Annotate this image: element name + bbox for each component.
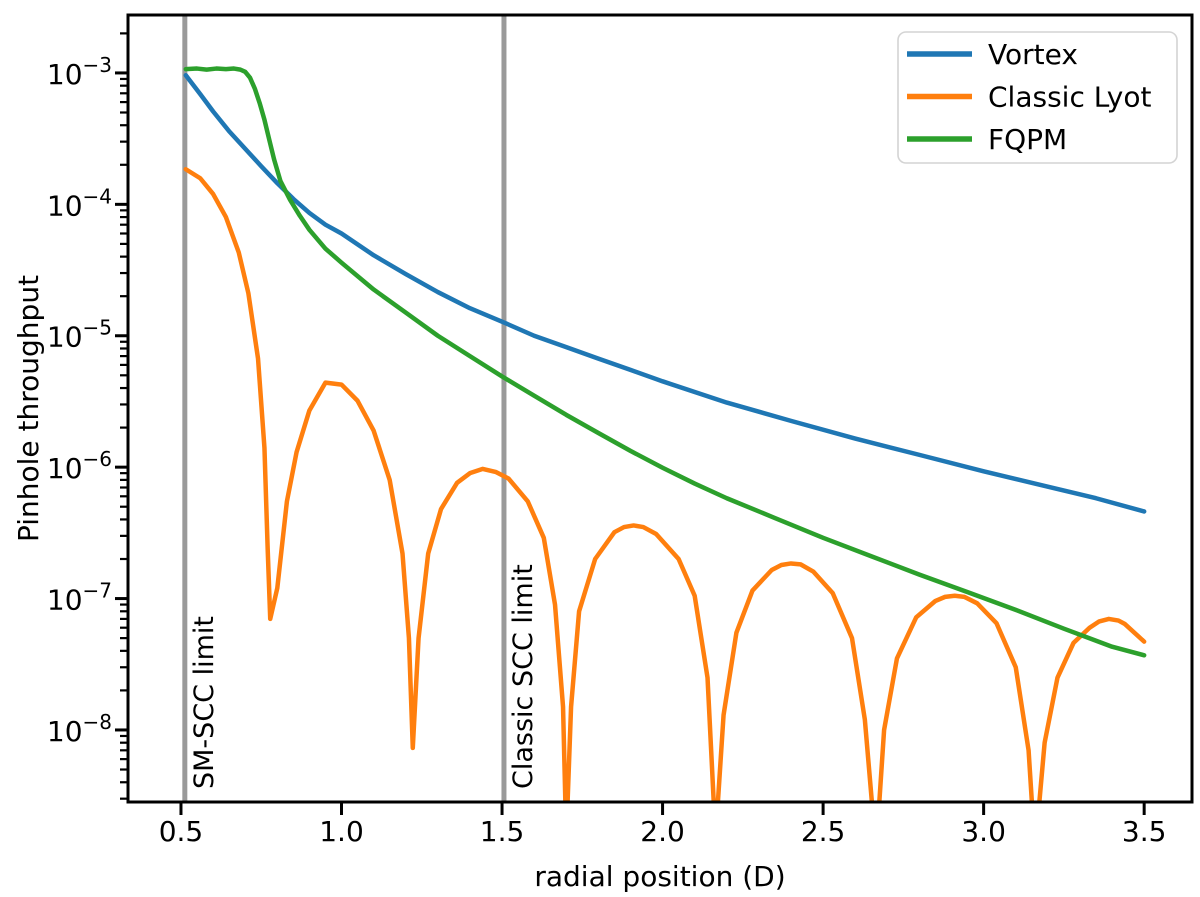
legend-item-vortex: Vortex [907,38,1078,71]
y-tick-label-1e-8: 10−8 [47,710,112,748]
vortex-curve [183,73,1147,514]
y-tick-label-1e-7: 10−7 [47,579,112,617]
y-tick-label-1e-3: 10−3 [47,53,112,91]
y-tick-label-1e-4: 10−4 [47,184,112,222]
curves-group [183,66,1147,802]
classic-scc-limit-label: Classic SCC limit [508,564,539,789]
x-tick-label-2.0: 2.0 [640,815,685,848]
fqpm-curve [183,66,1147,658]
axes-spines [126,13,1194,804]
classic-lyot-curve [183,166,1147,802]
y-axis-label: Pinhole throughput [12,275,45,542]
y-tick-label-1e-5: 10−5 [47,316,112,354]
x-tick-label-3.5: 3.5 [1122,815,1167,848]
y-tick-label-1e-6: 10−6 [47,447,112,485]
legend-item-classic-lyot: Classic Lyot [907,81,1151,114]
legend-item-fqpm: FQPM [907,123,1067,156]
x-tick-label-1.0: 1.0 [319,815,364,848]
sm-scc-limit-label: SM-SCC limit [189,616,220,789]
x-axis-label: radial position (D) [534,860,785,893]
legend: Vortex Classic Lyot FQPM [897,31,1178,164]
legend-box [897,31,1178,164]
x-tick-label-0.5: 0.5 [159,815,204,848]
legend-label-fqpm: FQPM [988,123,1067,156]
x-tick-label-1.5: 1.5 [480,815,525,848]
legend-label-vortex: Vortex [988,38,1078,71]
x-tick-label-3.0: 3.0 [961,815,1006,848]
legend-label-classic-lyot: Classic Lyot [988,81,1151,114]
x-tick-label-2.5: 2.5 [801,815,846,848]
